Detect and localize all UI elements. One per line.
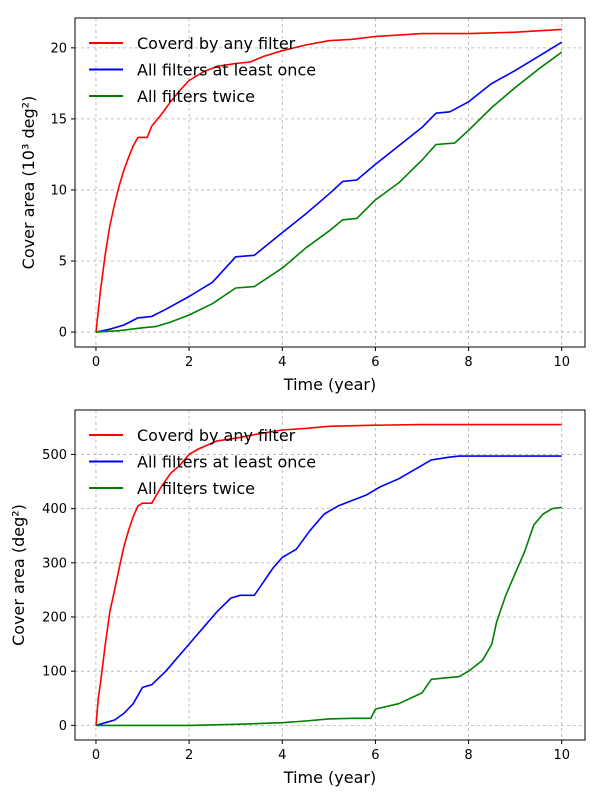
y-axis-label: Cover area (deg²)	[9, 504, 28, 646]
x-axis-label: Time (year)	[283, 375, 376, 394]
y-tick-label: 300	[42, 556, 67, 571]
y-tick-label: 200	[42, 610, 67, 625]
y-tick-label: 20	[50, 41, 67, 56]
x-tick-label: 10	[553, 748, 570, 763]
x-tick-label: 8	[464, 355, 472, 370]
legend: Coverd by any filter All filters at least…	[89, 426, 316, 498]
x-tick-label: 4	[278, 748, 286, 763]
chart-panel-1: 0 2 4 6 8 10 0 5 10 15 20 Time (year) Cover area (10…	[19, 17, 586, 394]
x-tick-label: 6	[371, 748, 379, 763]
x-tick-label: 6	[371, 355, 379, 370]
legend-label: Coverd by any filter	[137, 426, 296, 445]
x-tick-label: 0	[92, 748, 100, 763]
x-tick-label: 2	[185, 748, 193, 763]
y-tick-label: 0	[59, 719, 67, 734]
legend-label: All filters twice	[137, 87, 255, 106]
legend-label: Coverd by any filter	[137, 34, 296, 53]
series-line-3	[96, 506, 562, 727]
x-tick-label: 2	[185, 355, 193, 370]
y-tick-label: 100	[42, 665, 67, 680]
y-tick-label: 10	[50, 183, 67, 198]
legend-label: All filters twice	[137, 479, 255, 498]
legend: Coverd by any filter All filters at least…	[89, 34, 316, 106]
y-tick-label: 15	[50, 112, 67, 127]
plot-frame	[74, 17, 586, 348]
series-line-1	[95, 423, 562, 726]
x-tick-label: 4	[278, 355, 286, 370]
y-tick-label: 500	[42, 448, 67, 463]
plot-frame	[74, 409, 586, 741]
legend-label: All filters at least once	[137, 61, 316, 80]
series-line-3	[95, 51, 563, 333]
legend-label: All filters at least once	[137, 453, 316, 472]
y-axis-label: Cover area (10³ deg²)	[19, 96, 38, 270]
x-tick-label: 0	[92, 355, 100, 370]
x-tick-label: 10	[553, 355, 570, 370]
series-line-2	[95, 455, 562, 727]
y-tick-label: 0	[59, 326, 67, 341]
x-axis-label: Time (year)	[283, 768, 376, 787]
series-line-2	[95, 41, 563, 333]
x-tick-label: 8	[464, 748, 472, 763]
y-tick-label: 5	[59, 255, 67, 270]
series-line-1	[95, 28, 562, 333]
y-tick-label: 400	[42, 502, 67, 517]
